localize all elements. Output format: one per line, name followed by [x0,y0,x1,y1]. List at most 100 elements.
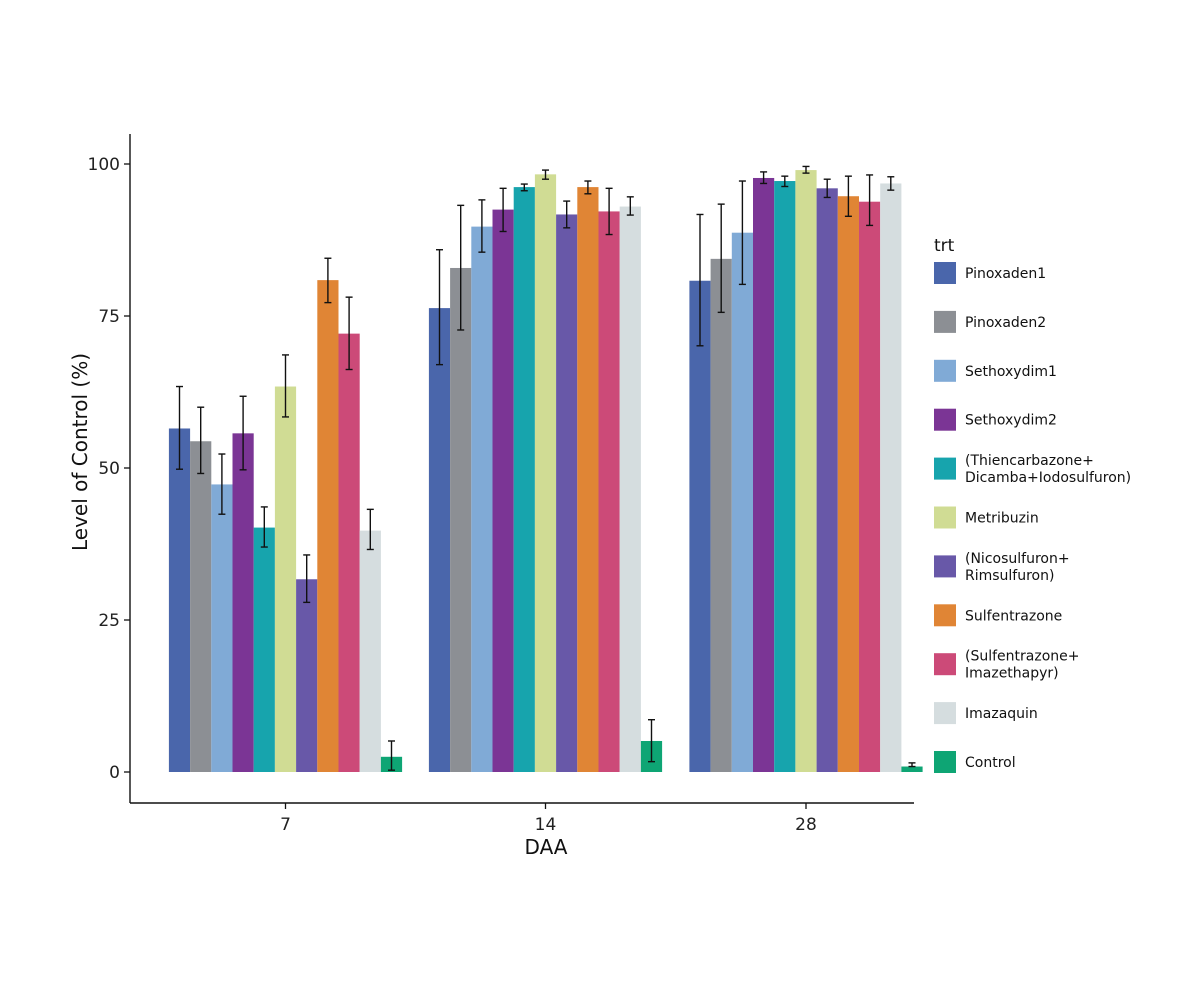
legend-item: Sulfentrazone [934,604,1062,627]
bar [577,187,599,773]
bar [598,211,620,773]
legend-label: Pinoxaden1 [965,266,1046,282]
legend-item: Pinoxaden2 [934,310,1046,333]
legend-label: Pinoxaden2 [965,315,1046,331]
bar [296,579,318,772]
legend-swatch [934,506,956,529]
x-tick-label: 7 [280,815,291,835]
y-axis-title: Level of Control (%) [68,353,92,551]
error-bar [218,453,226,515]
legend-swatch [934,359,956,382]
bar [317,280,339,772]
bar [168,428,191,772]
bar [232,433,254,772]
legend-item: (Nicosulfuron+ Rimsulfuron) [934,551,1070,584]
error-bar [648,719,655,763]
legend-swatch [934,653,956,676]
bar [837,196,859,773]
bar [556,214,578,772]
error-bar [388,740,395,771]
legend-label: (Thiencarbazone+ Dicamba+Iodosulfuron) [965,453,1131,486]
legend-item: Control [934,751,1016,773]
legend-item: Pinoxaden1 [934,262,1046,284]
legend-label: (Sulfentrazone+ Imazethapyr) [965,649,1079,682]
bar [816,188,838,772]
legend-swatch [934,408,956,431]
y-tick-label: 25 [98,611,120,631]
y-tick-label: 50 [98,459,120,479]
error-bar [345,296,353,371]
bar [859,201,881,772]
legend-label: Metribuzin [965,511,1039,527]
error-bar [436,249,443,366]
legend-swatch [934,751,956,773]
legend-swatch [934,604,956,627]
error-bar [563,200,571,229]
bar [211,484,233,772]
bar [253,527,275,772]
legend-swatch [934,262,956,284]
error-bar [584,180,592,195]
error-bar [887,176,895,191]
legend-swatch [934,702,956,725]
x-tick-label: 28 [795,815,817,835]
error-bar [626,196,634,216]
bar [492,209,514,773]
error-bar [696,213,704,347]
bar [450,267,472,772]
y-tick-label: 0 [109,763,120,783]
bar [710,258,732,773]
error-bar [605,187,613,236]
error-bar [499,187,507,233]
bar [619,206,641,772]
legend-item: Metribuzin [934,506,1039,529]
error-bar [823,178,831,199]
legend-item: Sethoxydim1 [934,359,1057,382]
error-bar [738,180,746,286]
bar [753,177,775,773]
error-bar [781,175,789,188]
y-tick-label: 75 [98,307,120,327]
bar [359,530,381,772]
error-bar [908,762,916,768]
legend-item: (Sulfentrazone+ Imazethapyr) [934,649,1079,682]
y-tick-label: 100 [88,155,120,175]
legend-label: (Nicosulfuron+ Rimsulfuron) [965,551,1070,584]
bar [880,183,902,772]
error-bar [520,183,528,192]
bar [901,766,923,772]
legend-item: Imazaquin [934,702,1038,725]
legend-label: Imazaquin [965,706,1038,722]
bar [513,187,535,773]
bars-layer [168,170,923,773]
bar [795,170,817,772]
legend-swatch [934,555,956,578]
legend-label: Sethoxydim2 [965,413,1057,429]
error-bar [802,165,810,174]
bar [774,181,796,772]
error-bar [478,199,486,253]
error-bar [197,406,205,475]
axes-layer: 0 25 50 75 100 7 14 28 [88,134,914,835]
error-bar [760,171,768,185]
legend-title: trt [934,236,955,256]
error-bar [282,354,289,418]
error-bar [866,174,874,227]
error-bar [303,554,311,604]
bar [338,333,360,772]
error-bar [239,395,247,471]
legend-label: Sulfentrazone [965,608,1062,624]
error-bar [176,385,183,470]
bar [689,280,711,772]
bar [731,232,753,772]
legend-item: (Thiencarbazone+ Dicamba+Iodosulfuron) [934,453,1131,486]
error-bar [542,169,549,180]
bar [471,226,493,772]
error-bars-layer [176,165,916,771]
legend-swatch [934,457,956,480]
x-tick-label: 14 [535,815,557,835]
error-bar [457,204,465,331]
legend-label: Control [965,755,1016,771]
legend-label: Sethoxydim1 [965,364,1057,380]
